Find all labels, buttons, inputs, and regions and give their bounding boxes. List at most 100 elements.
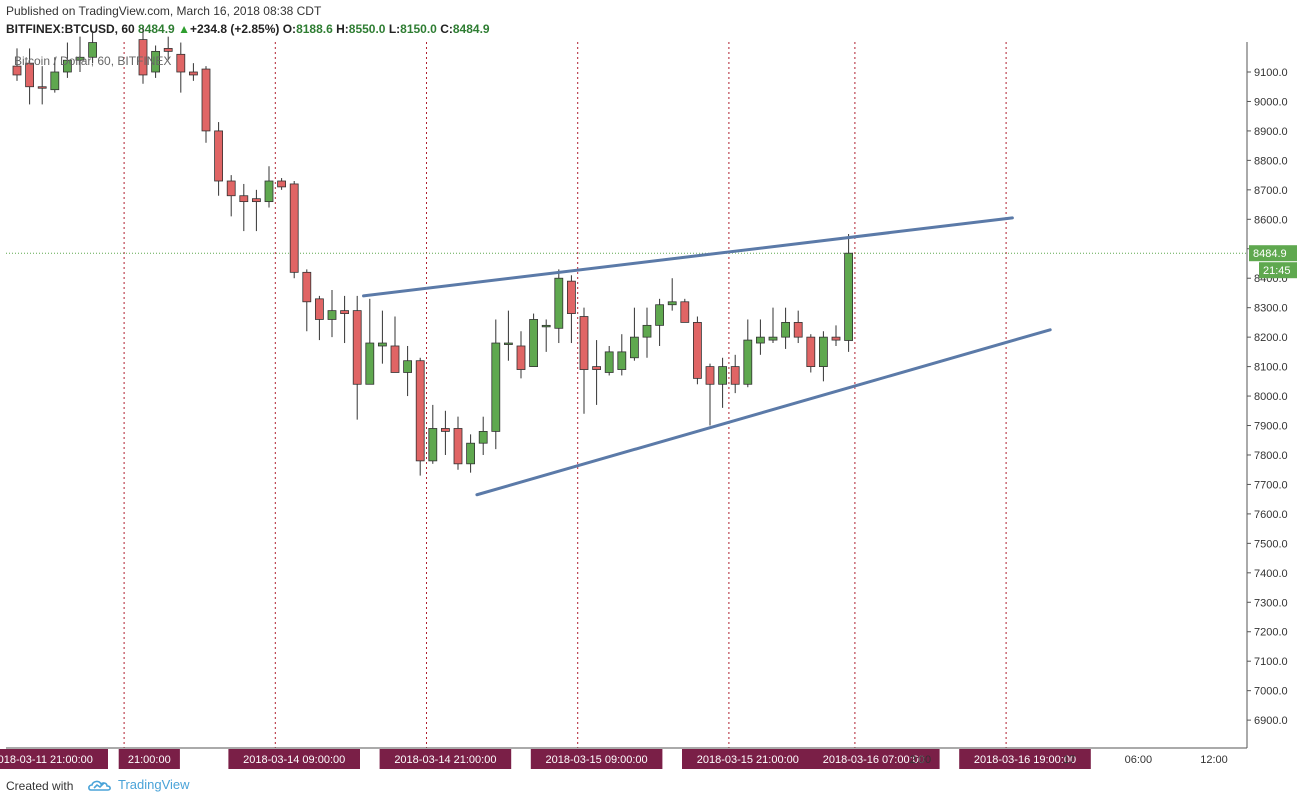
candle-body	[289, 183, 299, 273]
candle-body	[693, 322, 702, 379]
candle-body	[819, 336, 828, 368]
candle-body	[226, 180, 236, 197]
low-value: 8150.0	[400, 22, 437, 36]
x-label-box	[530, 749, 663, 769]
y-tick-label: 8000.0	[1254, 391, 1288, 403]
candle-body	[428, 428, 438, 462]
candle-body	[251, 198, 261, 203]
y-tick-label: 7700.0	[1254, 479, 1288, 491]
candle-body	[302, 271, 312, 303]
countdown-label: 21:45	[1263, 265, 1291, 277]
x-tick-label: 2018-03-15 21:00:00	[697, 754, 799, 766]
candle-body	[12, 65, 22, 76]
candle-body	[478, 431, 488, 444]
candle-body	[188, 71, 198, 76]
y-tick-label: 7900.0	[1254, 421, 1288, 433]
candle-body	[239, 195, 249, 203]
x-tick-label: 17	[1063, 754, 1075, 766]
candle-body	[743, 339, 753, 385]
candle-body	[163, 48, 173, 52]
candle-body	[151, 50, 161, 73]
candle-body	[806, 336, 816, 368]
candle-body	[176, 53, 186, 73]
candle-body	[579, 316, 589, 370]
trendline-upper	[362, 216, 1014, 298]
open-value: 8188.6	[296, 22, 333, 36]
plot-area	[6, 42, 1247, 748]
x-tick-label: 2018-03-14 09:00:00	[243, 754, 345, 766]
tradingview-brand[interactable]: TradingView	[88, 777, 190, 792]
x-tick-label: 2018-03-16 19:00:00	[974, 754, 1076, 766]
countdown-box	[1259, 262, 1297, 279]
x-tick-label: 12:00	[1200, 754, 1228, 766]
y-tick-label: 8800.0	[1254, 155, 1288, 167]
candle-body	[453, 428, 463, 465]
candle-body	[352, 310, 362, 385]
x-label-box	[682, 749, 814, 769]
candle-body	[277, 180, 287, 188]
y-tick-label: 7600.0	[1254, 509, 1288, 521]
candle-body	[730, 366, 740, 385]
y-tick-label: 8600.0	[1254, 214, 1288, 226]
candle-body	[516, 345, 526, 370]
y-tick-label: 6900.0	[1254, 715, 1288, 727]
close-value: 8484.9	[452, 22, 490, 36]
symbol-header: BITFINEX:BTCUSD, 60 8484.9 ▲+234.8 (+2.8…	[6, 22, 490, 36]
candle-body	[63, 59, 72, 73]
candle-body	[781, 322, 790, 338]
y-tick-label: 8300.0	[1254, 303, 1288, 315]
candle-body	[440, 428, 450, 432]
candle-body	[655, 304, 664, 326]
x-label-box	[379, 749, 512, 769]
x-tick-label: 2018-03-16 07:00:00	[823, 754, 925, 766]
y-tick-label: 7000.0	[1254, 686, 1288, 698]
candle-body	[705, 366, 715, 385]
candle-body	[554, 277, 564, 329]
candle-body	[503, 342, 513, 345]
y-tick-label: 9000.0	[1254, 96, 1288, 108]
candle-body	[793, 322, 803, 338]
candle-body	[314, 298, 324, 320]
tradingview-link[interactable]: TradingView	[118, 777, 190, 792]
series-legend: Bitcoin / Dollar, 60, BITFINEX	[14, 54, 172, 68]
candle-body	[592, 366, 601, 370]
x-tick-label: 2018-03-15 09:00:00	[546, 754, 648, 766]
candle-body	[50, 71, 60, 91]
x-tick-label: 2018-03-14 21:00:00	[394, 754, 496, 766]
candle-body	[667, 301, 677, 306]
x-tick-label: 2:00	[910, 754, 931, 766]
last-price-label: 8484.9	[1253, 248, 1287, 260]
created-with-label: Created with	[6, 779, 74, 793]
x-tick-label: 2018-03-11 21:00:00	[0, 754, 93, 766]
y-tick-label: 8700.0	[1254, 185, 1288, 197]
x-label-box	[0, 749, 109, 769]
close-label: C:	[440, 22, 453, 36]
high-value: 8550.0	[348, 22, 386, 36]
y-tick-label: 7100.0	[1254, 656, 1288, 668]
candle-body	[327, 310, 337, 320]
y-tick-label: 8900.0	[1254, 126, 1288, 138]
low-label: L:	[388, 22, 401, 36]
high-label: H:	[336, 22, 349, 36]
y-tick-label: 7400.0	[1254, 568, 1288, 580]
candle-body	[37, 86, 47, 89]
candle-body	[567, 280, 576, 314]
candle-body	[756, 336, 765, 344]
candle-body	[377, 342, 387, 347]
x-label-box	[959, 749, 1091, 769]
y-tick-label: 9100.0	[1254, 67, 1288, 79]
candle-body	[529, 319, 538, 367]
candle-body	[630, 336, 639, 359]
x-label-box	[228, 749, 360, 769]
y-tick-label: 7800.0	[1254, 450, 1288, 462]
candle-body	[365, 342, 375, 385]
candle-body	[75, 56, 85, 61]
last-value: 8484.9	[138, 22, 175, 36]
y-tick-label: 7200.0	[1254, 627, 1288, 639]
candle-body	[214, 130, 224, 182]
candle-body	[415, 360, 425, 462]
x-label-box	[808, 749, 940, 769]
candle-body	[201, 68, 211, 132]
candle-body	[604, 351, 614, 373]
